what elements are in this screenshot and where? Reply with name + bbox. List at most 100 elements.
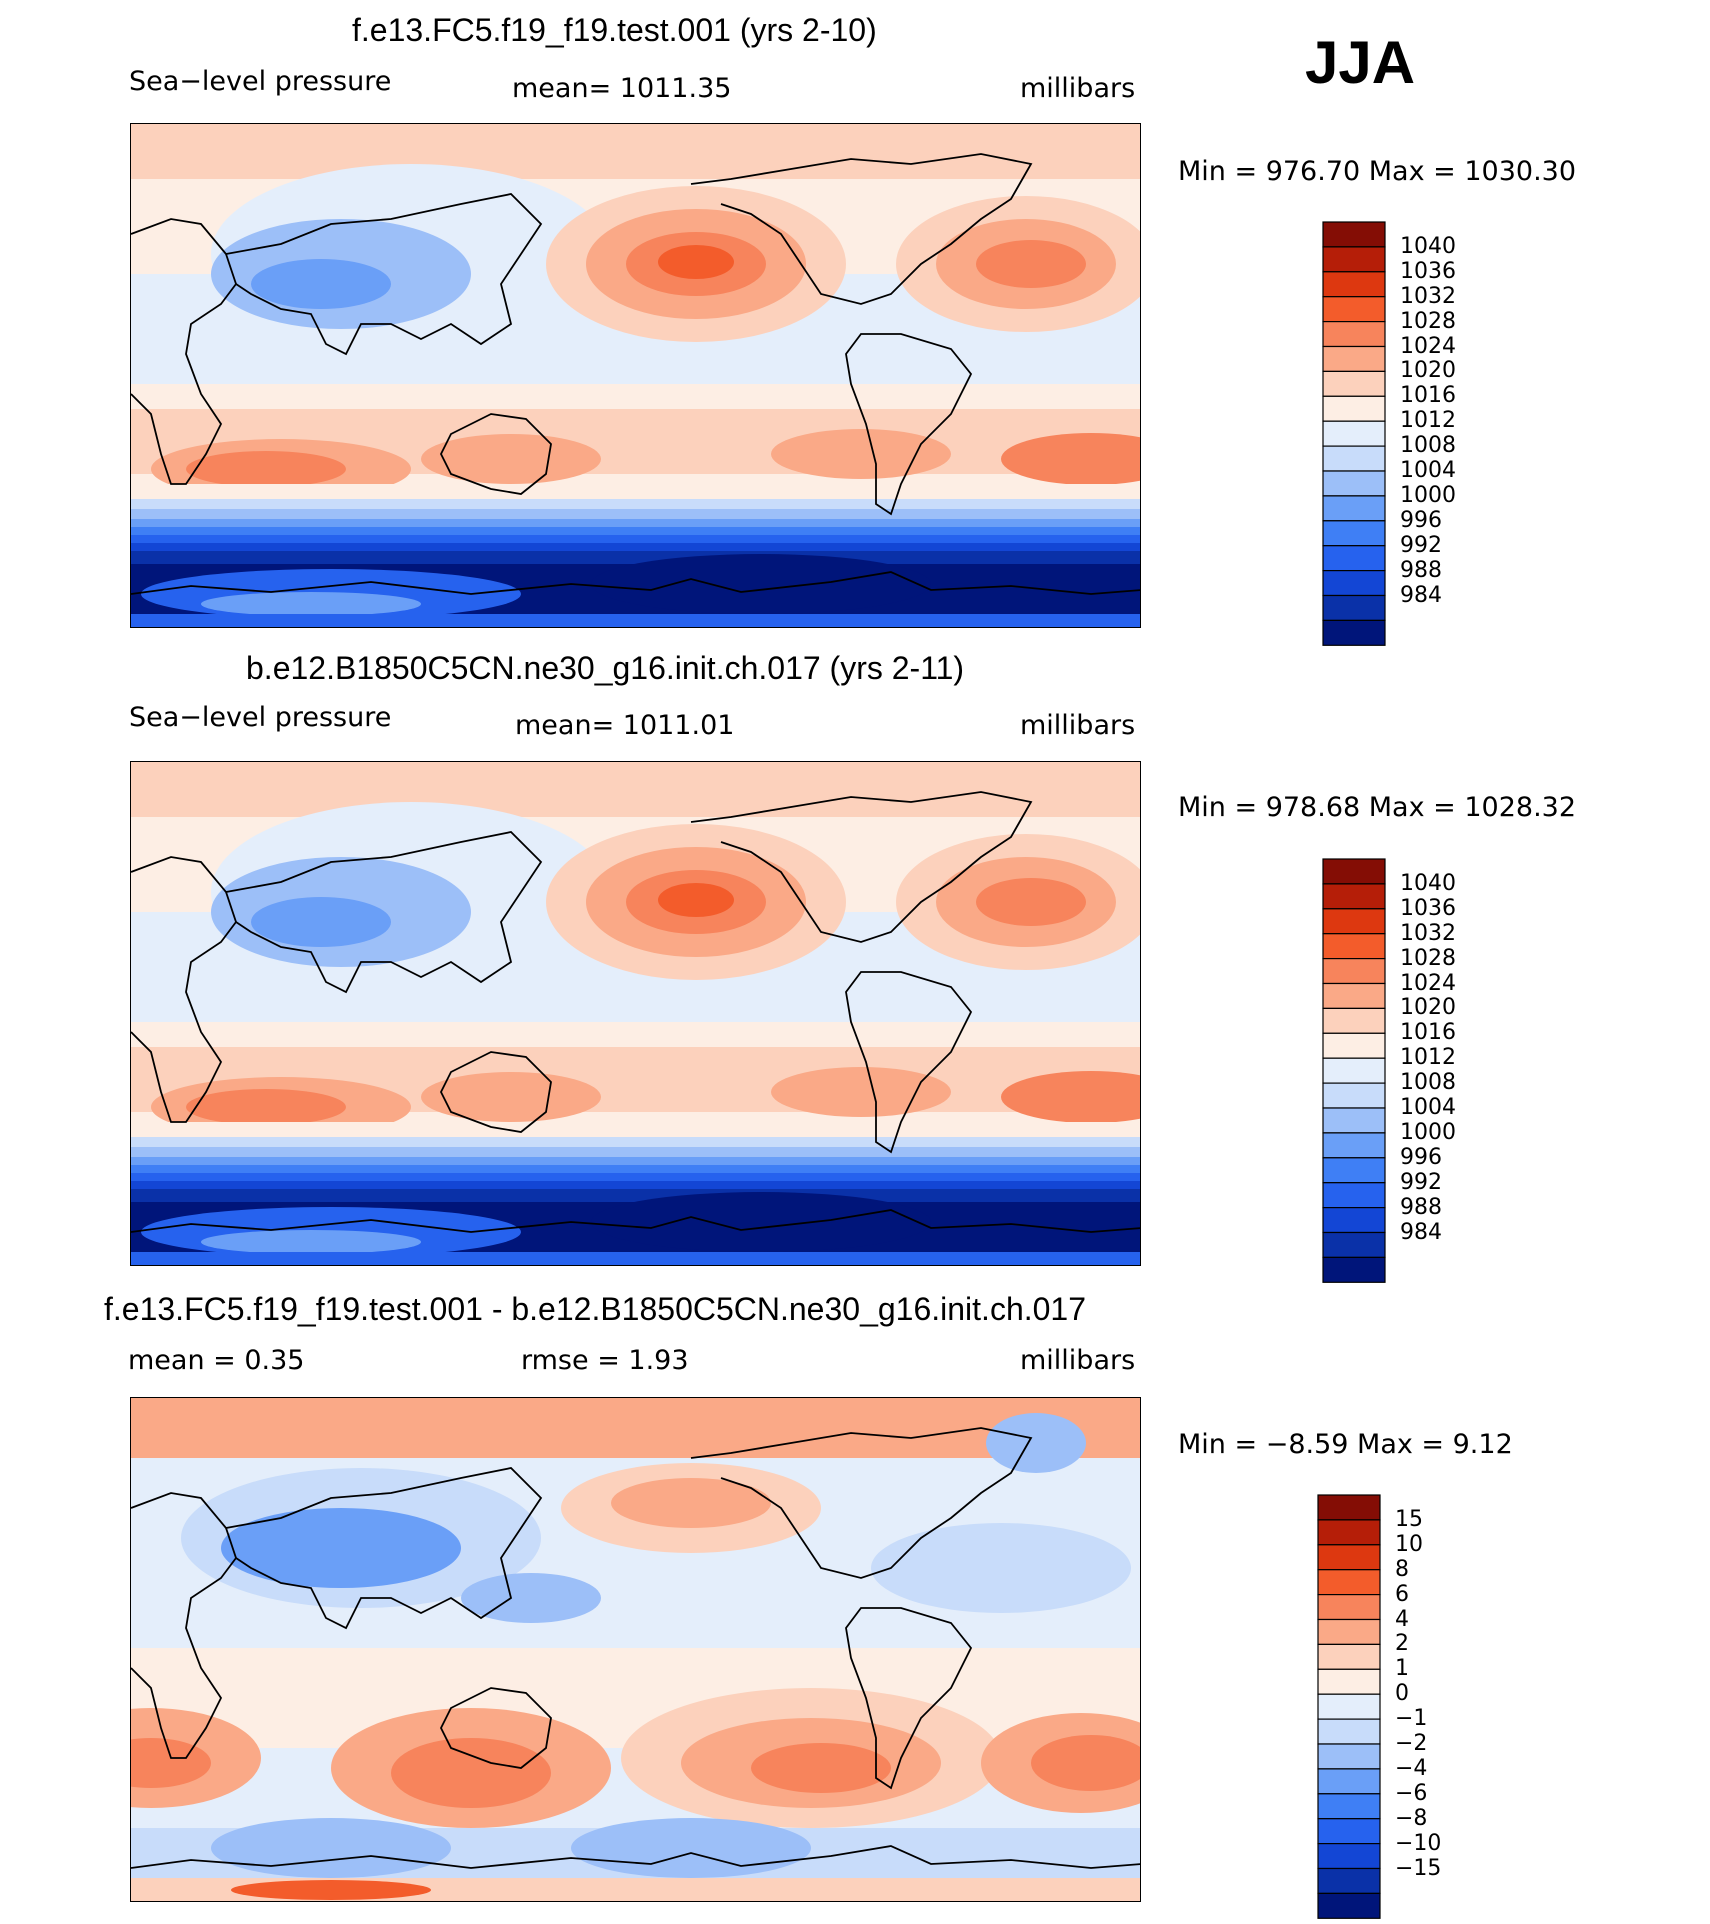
colorbar-box	[1317, 1892, 1381, 1919]
greenland-negative	[986, 1413, 1086, 1473]
colorbar-box	[1322, 1007, 1386, 1034]
colorbar-box	[1322, 957, 1386, 985]
arctic-high-band	[131, 762, 1140, 817]
panel-3-map	[130, 1397, 1141, 1902]
colorbar-tick-label: 1032	[1400, 920, 1456, 946]
panel-1-colorbar: 1040 1036 1032 1028 1024 1020 1016 1012 1008 1004…	[1322, 221, 1456, 651]
indian-high-core	[186, 451, 346, 487]
colorbar-tick-label: 2	[1395, 1631, 1409, 1657]
colorbar-tick-label: −1	[1395, 1706, 1428, 1732]
colorbar-box	[1322, 594, 1386, 621]
colorbar-box	[1322, 370, 1386, 397]
coastline	[131, 856, 238, 1123]
colorbar-box	[1322, 445, 1386, 472]
antarctic-patch-light	[201, 592, 421, 616]
colorbar-tick-label: 0	[1395, 1681, 1409, 1707]
coastline	[439, 1687, 552, 1769]
amundsen-low	[591, 554, 931, 614]
map-field	[131, 762, 1140, 1265]
panel-2-map	[130, 761, 1141, 1266]
tropical-negative	[461, 1573, 601, 1623]
north-pacific-positive-core	[611, 1478, 771, 1528]
coastline	[690, 1427, 1033, 1579]
colorbar-box	[1322, 246, 1386, 273]
antarctic-patch-light	[201, 1230, 421, 1254]
colorbar-box	[1317, 1818, 1381, 1845]
panel-3-minmax: Min = −8.59 Max = 9.12	[1178, 1429, 1513, 1460]
colorbar-tick-label: −8	[1395, 1805, 1428, 1831]
panel-1-map	[130, 123, 1141, 628]
south-pacific-high	[771, 429, 951, 479]
colorbar-tick-label: 1028	[1400, 945, 1456, 971]
colorbar-box	[1322, 1231, 1386, 1258]
colorbar-tick-label: 984	[1400, 582, 1442, 608]
colorbar-tick-label: 996	[1400, 507, 1442, 533]
colorbar-tick-label: −6	[1395, 1780, 1428, 1806]
panel-2-minmax: Min = 978.68 Max = 1028.32	[1178, 792, 1577, 823]
colorbar-box	[1317, 1494, 1381, 1521]
colorbar-box	[1317, 1743, 1381, 1770]
atlantic-positive-core	[1031, 1735, 1140, 1791]
coastline	[131, 218, 238, 485]
australia-positive-core	[391, 1738, 551, 1808]
colorbar-tick-label: 992	[1400, 532, 1442, 558]
coastline	[439, 1051, 552, 1133]
colorbar-tick-label: 1020	[1400, 358, 1456, 384]
colorbar-tick-label: 1000	[1400, 482, 1456, 508]
panel-2-mean-label: mean= 1011.01	[515, 710, 735, 741]
colorbar-tick-label: −4	[1395, 1755, 1428, 1781]
colorbar-tick-label: 10	[1395, 1531, 1423, 1557]
coastline	[131, 1209, 1140, 1233]
colorbar-tick-label: 1040	[1400, 870, 1456, 896]
coastline	[439, 413, 552, 495]
coastline	[131, 1492, 238, 1759]
colorbar-box	[1322, 1207, 1386, 1234]
south-atlantic-high	[1001, 433, 1140, 485]
colorbar-box	[1317, 1693, 1381, 1720]
panel-3-rmse-label: rmse = 1.93	[521, 1345, 689, 1376]
colorbar-box	[1317, 1569, 1381, 1596]
antarctic-edge	[131, 614, 1140, 627]
coastline	[131, 571, 1140, 595]
colorbar-box	[1317, 1867, 1381, 1894]
colorbar-tick-label: −2	[1395, 1731, 1428, 1756]
season-label: JJA	[1305, 29, 1416, 96]
colorbar-box	[1317, 1718, 1381, 1745]
colorbar-tick-label: 1	[1395, 1656, 1409, 1682]
colorbar-tick-label: 1032	[1400, 283, 1456, 309]
colorbar-box	[1322, 570, 1386, 597]
colorbar-tick-label: 988	[1400, 1194, 1442, 1220]
colorbar-tick-label: 1012	[1400, 1045, 1456, 1071]
colorbar-box	[1317, 1544, 1381, 1571]
colorbar-svg	[1317, 1494, 1381, 1919]
colorbar-box	[1322, 520, 1386, 547]
coastline	[845, 1607, 973, 1790]
asia-low-core	[251, 897, 391, 947]
coastline	[131, 1845, 1140, 1869]
colorbar-svg	[1322, 221, 1386, 646]
panel-2-variable-label: Sea−level pressure	[129, 702, 392, 733]
colorbar-tick-label: 1008	[1400, 1070, 1456, 1096]
colorbar-box	[1322, 883, 1386, 910]
colorbar-tick-label: 1004	[1400, 1095, 1456, 1120]
panel-1-minmax: Min = 976.70 Max = 1030.30	[1178, 156, 1577, 187]
colorbar-box	[1322, 1057, 1386, 1084]
colorbar-box	[1317, 1593, 1381, 1621]
azores-high-core	[976, 878, 1086, 926]
colorbar-box	[1317, 1768, 1381, 1795]
map-field	[131, 124, 1140, 627]
antarctic-positive-streak	[231, 1880, 431, 1900]
south-atlantic-high	[1001, 1071, 1140, 1123]
colorbar-tick-label: 1016	[1400, 383, 1456, 409]
colorbar-box	[1322, 858, 1386, 885]
colorbar-box	[1322, 271, 1386, 298]
antarctic-edge	[131, 1252, 1140, 1265]
colorbar-tick-label: 1016	[1400, 1020, 1456, 1046]
colorbar-box	[1322, 1132, 1386, 1159]
colorbar-tick-label: 988	[1400, 557, 1442, 583]
colorbar-box	[1322, 933, 1386, 960]
colorbar-box	[1322, 619, 1386, 646]
colorbar-box	[1322, 320, 1386, 348]
colorbar-tick-label: 1008	[1400, 433, 1456, 459]
coastline	[225, 1467, 543, 1630]
